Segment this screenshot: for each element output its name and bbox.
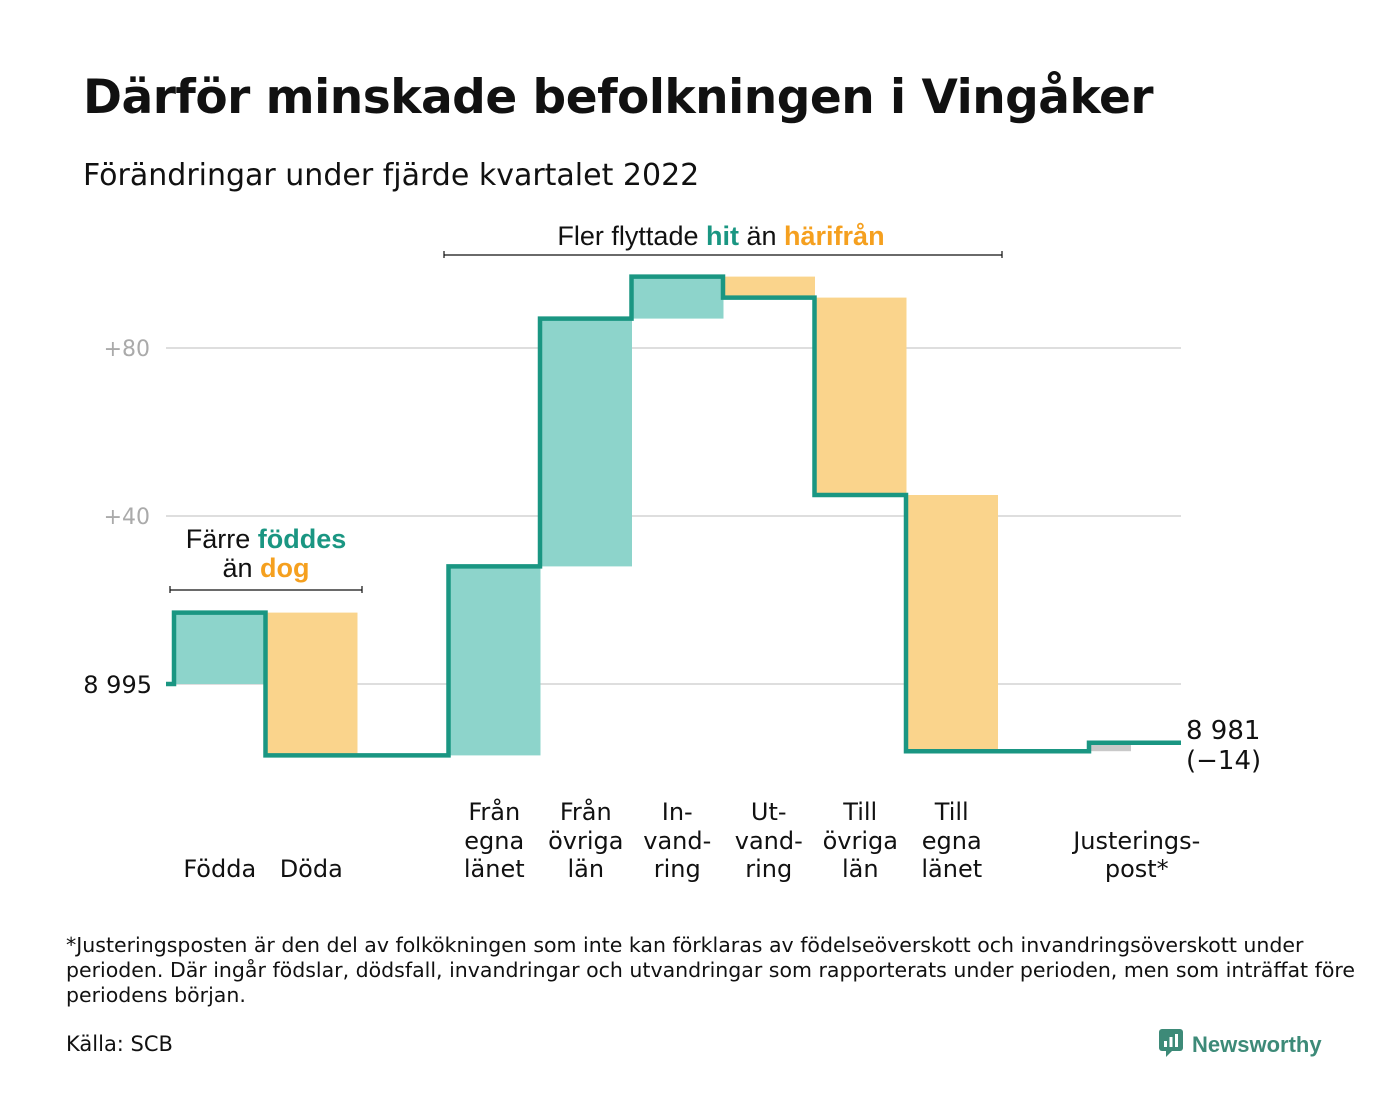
category-label: Döda	[280, 855, 343, 883]
chart-subtitle: Förändringar under fjärde kvartalet 2022	[83, 158, 700, 193]
y-tick-label: +40	[104, 505, 150, 530]
category-label: län	[842, 855, 879, 883]
category-label: vand-	[643, 827, 711, 855]
bar-layer	[174, 276, 1131, 756]
end-value-label: 8 981	[1186, 716, 1260, 746]
category-label: län	[567, 855, 604, 883]
chart-title: Därför minskade befolkningen i Vingåker	[83, 70, 1154, 125]
end-change-label: (−14)	[1186, 746, 1261, 776]
category-label: övriga	[548, 827, 623, 855]
y-tick-label: +80	[104, 337, 150, 362]
category-label: In-	[662, 798, 693, 826]
bar-invandring	[631, 276, 724, 319]
bar-till-övriga-län	[814, 297, 907, 495]
births-annotation-hl1: föddes	[258, 524, 347, 554]
births-annotation-pre: Färre	[186, 524, 258, 554]
category-label: Från	[468, 797, 520, 826]
category-label: Justerings-	[1071, 827, 1200, 855]
category-label: länet	[921, 855, 982, 883]
category-label: ring	[745, 855, 792, 883]
cumulative-step-line	[166, 274, 1181, 758]
migration-annotation: Fler flyttade hit än härifrån	[557, 221, 884, 251]
category-label: Födda	[183, 855, 256, 883]
category-label: Från	[560, 797, 612, 826]
bar-från-övriga-län	[540, 318, 632, 567]
bar-till-egna-länet	[906, 495, 998, 752]
category-label: egna	[464, 827, 524, 855]
category-label: Ut-	[751, 798, 787, 826]
bar-från-egna-länet	[448, 566, 541, 756]
footnote: *Justeringsposten är den del av folkökni…	[66, 933, 1355, 1007]
births-annotation-hl2: dog	[260, 553, 309, 583]
category-label: post*	[1105, 855, 1169, 883]
births-annotation-line2: än dog	[222, 553, 309, 583]
category-label: ring	[654, 855, 701, 883]
category-label: Till	[934, 798, 969, 826]
category-label: vand-	[735, 827, 803, 855]
bar-utvandring	[723, 276, 815, 298]
line-layer	[166, 274, 1181, 758]
category-label: egna	[922, 827, 982, 855]
source-label: Källa: SCB	[66, 1032, 173, 1056]
brand-name: Newsworthy	[1192, 1032, 1322, 1057]
category-label: Till	[842, 798, 877, 826]
migration-annotation-hl1: hit	[706, 221, 739, 251]
brand: Newsworthy	[1158, 1028, 1322, 1062]
bar-justeringspost-	[1089, 742, 1131, 752]
migration-annotation-pre: Fler flyttade	[557, 221, 706, 251]
category-label: övriga	[823, 827, 898, 855]
newsworthy-logo-icon	[1158, 1028, 1184, 1062]
migration-annotation-mid: än	[739, 221, 784, 251]
category-label: länet	[464, 855, 525, 883]
births-annotation-line1: Färre föddes	[186, 524, 347, 554]
bar-födda	[174, 612, 266, 684]
start-value-label: 8 995	[83, 671, 152, 699]
migration-annotation-hl2: härifrån	[784, 221, 885, 251]
bar-döda	[265, 612, 358, 756]
births-annotation-mid: än	[222, 553, 260, 583]
